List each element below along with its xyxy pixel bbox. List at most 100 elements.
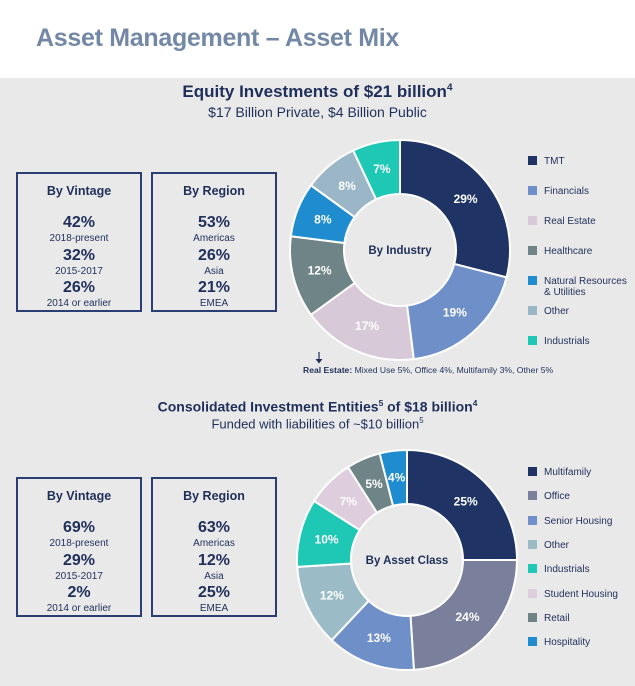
legend-label: Hospitality: [544, 637, 591, 649]
vintage-pct: 26%: [62, 279, 96, 296]
legend-label: Healthcare: [544, 246, 593, 257]
section2-title-amount: of $18 billion: [383, 398, 473, 415]
legend-item: TMT: [528, 156, 635, 167]
legend-label: Industrials: [544, 564, 590, 576]
legend-label: Retail: [544, 612, 570, 624]
legend-swatch: [528, 467, 537, 476]
region-label: EMEA: [199, 298, 229, 309]
vintage-box-1: By Vintage 42% 2018-present 32% 2015-201…: [16, 172, 142, 312]
section2-title: Consolidated Investment Entities5 of $18…: [0, 398, 635, 415]
vintage-label: 2014 or earlier: [46, 298, 112, 309]
legend-swatch: [528, 306, 537, 315]
region-box-1: By Region 53% Americas 26% Asia 21% EMEA: [151, 172, 277, 312]
donut-data-label: 10%: [315, 532, 339, 546]
legend-label: Natural Resources & Utilities: [544, 276, 627, 298]
vintage-label: 2014 or earlier: [46, 603, 112, 614]
section1-title-text: Equity Investments of $21 billion: [182, 82, 447, 101]
legend-swatch: [528, 216, 537, 225]
legend-label: Other: [544, 306, 570, 317]
legend-item: Retail: [528, 612, 635, 624]
region-pct: 53%: [197, 214, 231, 231]
legend-swatch: [528, 539, 537, 549]
donut-data-label: 13%: [367, 631, 391, 645]
legend-swatch: [528, 564, 537, 574]
section2-subtitle-text: Funded with liabilities of ~$10 billion: [211, 416, 420, 432]
donut-data-label: 7%: [340, 494, 358, 508]
legend-swatch: [528, 612, 537, 622]
legend-swatch: [528, 246, 537, 255]
donut-data-label: 24%: [455, 610, 479, 624]
legend-swatch: [528, 186, 537, 195]
legend-item: Healthcare: [528, 246, 635, 257]
donut-slice-financials: [405, 262, 508, 361]
legend-item: Industrials: [528, 564, 635, 575]
donut-slice-multifamily: [406, 448, 519, 561]
legend-label: Real Estate: [544, 216, 596, 227]
legend-label: Other: [544, 539, 570, 551]
donut-data-label: 12%: [320, 588, 344, 602]
section1-title-footnote: 4: [446, 82, 453, 94]
vintage-pct: 2%: [67, 584, 91, 601]
legend-swatch: [528, 588, 537, 598]
region-pct: 26%: [197, 247, 231, 264]
vintage-heading: By Vintage: [46, 184, 112, 198]
donut-data-label: 5%: [365, 477, 383, 491]
legend-label: Office: [544, 491, 570, 503]
region-pct: 21%: [197, 279, 231, 296]
real-estate-note-text: Mixed Use 5%, Office 4%, Multifamily 3%,…: [352, 365, 554, 375]
legend-item: Industrials: [528, 336, 635, 347]
vintage-pct: 69%: [62, 519, 96, 536]
section2-subtitle: Funded with liabilities of ~$10 billion5: [0, 416, 635, 431]
legend-swatch: [528, 156, 537, 165]
legend-label: Financials: [544, 186, 590, 197]
legend-item: Office: [528, 491, 635, 502]
region-box-2: By Region 63% Americas 12% Asia 25% EMEA: [151, 477, 277, 617]
region-label: Americas: [193, 233, 235, 244]
industry-donut-chart: 29% 19% 17% 12% 8% 8% 7% By Industry: [289, 138, 511, 361]
donut-data-label: 19%: [443, 305, 467, 319]
legend-item: Other: [528, 306, 635, 317]
donut-slice-office: [409, 559, 519, 671]
donut-slice-tmt: [399, 138, 511, 279]
donut-data-label: 25%: [454, 494, 478, 508]
donut-data-label: 7%: [373, 162, 391, 176]
legend-label: Multifamily: [544, 467, 592, 478]
legend-item: Natural Resources & Utilities: [528, 276, 635, 298]
vintage-pct: 32%: [62, 247, 96, 264]
down-arrow-icon: [315, 352, 323, 364]
region-pct: 25%: [197, 584, 231, 601]
section2-subtitle-footnote: 5: [419, 416, 424, 425]
region-label: Asia: [204, 266, 224, 277]
vintage-label: 2018-present: [49, 538, 109, 549]
donut-slice-hospitality: [378, 448, 408, 507]
vintage-label: 2018-present: [49, 233, 109, 244]
region-pct: 63%: [197, 519, 231, 536]
donut-data-label: 12%: [308, 264, 332, 278]
section1-title: Equity Investments of $21 billion4: [0, 82, 635, 102]
donut-data-label: 17%: [355, 319, 379, 333]
vintage-label: 2015-2017: [55, 266, 103, 277]
donut-slice-industrials: [351, 138, 401, 201]
legend-item: Real Estate: [528, 216, 635, 227]
region-heading: By Region: [183, 489, 245, 503]
legend-item: Hospitality: [528, 637, 635, 648]
region-pct: 12%: [197, 552, 231, 569]
vintage-pct: 42%: [62, 214, 96, 231]
legend-label: Industrials: [544, 336, 590, 347]
region-label: EMEA: [199, 603, 229, 614]
legend-swatch: [528, 336, 537, 345]
region-heading: By Region: [183, 184, 245, 198]
donut-center-label: By Industry: [368, 245, 432, 257]
vintage-label: 2015-2017: [55, 571, 103, 582]
vintage-pct: 29%: [62, 552, 96, 569]
donut-data-label: 8%: [338, 179, 356, 193]
donut-center-label: By Asset Class: [366, 555, 449, 567]
legend-label: TMT: [544, 156, 565, 167]
vintage-heading: By Vintage: [46, 489, 112, 503]
legend-item: Financials: [528, 186, 635, 197]
donut-data-label: 4%: [388, 471, 406, 485]
donut-data-label: 8%: [314, 212, 332, 226]
asset-class-donut-chart: 25% 24% 13% 12% 10% 7% 5% 4% By Asset Class: [296, 448, 519, 671]
legend-label: Student Housing: [544, 588, 618, 600]
vintage-box-2: By Vintage 69% 2018-present 29% 2015-201…: [16, 477, 142, 617]
